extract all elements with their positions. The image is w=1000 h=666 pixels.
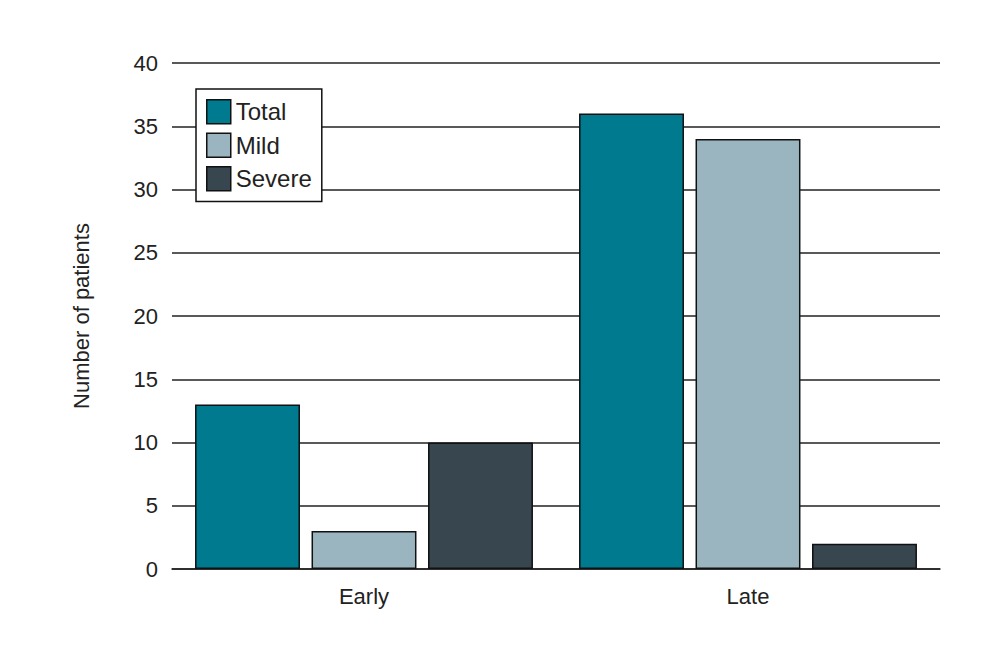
svg-text:Mild: Mild [236,132,280,159]
svg-text:Total: Total [236,98,287,125]
svg-text:35: 35 [134,114,158,139]
svg-text:30: 30 [134,177,158,202]
svg-text:20: 20 [134,304,158,329]
svg-text:15: 15 [134,367,158,392]
svg-text:Number of patients: Number of patients [69,223,94,409]
svg-text:Early: Early [339,584,389,609]
svg-text:Severe: Severe [236,165,312,192]
svg-text:10: 10 [134,430,158,455]
svg-text:0: 0 [146,557,158,582]
svg-text:25: 25 [134,240,158,265]
svg-text:5: 5 [146,493,158,518]
svg-text:Late: Late [727,584,770,609]
svg-text:40: 40 [134,51,158,76]
